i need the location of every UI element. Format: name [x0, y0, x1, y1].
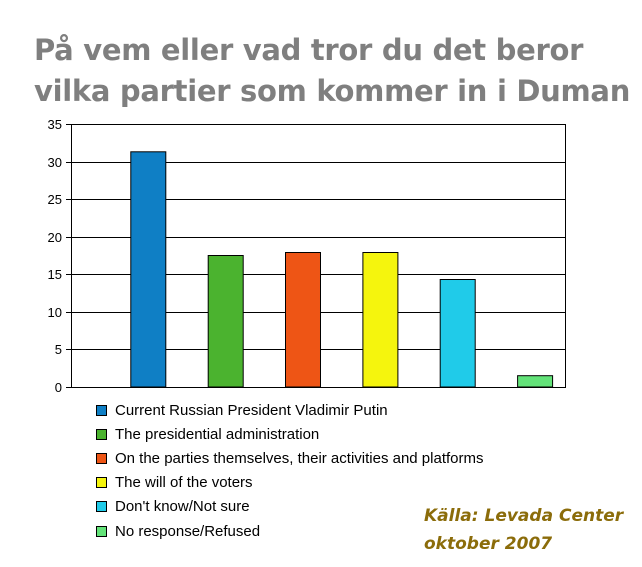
legend-label: Current Russian President Vladimir Putin: [115, 401, 388, 419]
legend-swatch: [96, 404, 107, 416]
legend-label: The will of the voters: [115, 474, 253, 492]
y-tick-label: 10: [48, 305, 62, 320]
y-tick-label: 0: [55, 380, 62, 395]
chart-legend: Current Russian President Vladimir Putin…: [96, 398, 484, 543]
legend-swatch: [96, 428, 107, 440]
y-tick-label: 30: [48, 155, 62, 170]
legend-label: Don't know/Not sure: [115, 498, 250, 516]
legend-item: Current Russian President Vladimir Putin: [96, 398, 484, 422]
legend-swatch: [96, 525, 107, 537]
y-tick-label: 15: [48, 267, 62, 282]
y-tick-label: 25: [48, 192, 62, 207]
source-note: Källa: Levada Center oktober 2007: [424, 502, 623, 558]
legend-label: No response/Refused: [115, 522, 261, 540]
y-tick-label: 5: [55, 342, 62, 357]
legend-swatch: [96, 477, 107, 489]
chart-title-line-2: vilka partier som kommer in i Duman: [34, 74, 631, 108]
legend-label: On the parties themselves, their activit…: [115, 449, 484, 467]
chart-title-line-1: På vem eller vad tror du det beror: [34, 33, 584, 67]
source-line-2: oktober 2007: [424, 534, 553, 554]
legend-item: The will of the voters: [96, 471, 484, 495]
legend-item: On the parties themselves, their activit…: [96, 446, 484, 470]
legend-label: The presidential administration: [115, 425, 320, 443]
bar: [130, 151, 167, 388]
source-line-1: Källa: Levada Center: [424, 506, 624, 526]
bar: [439, 279, 476, 388]
y-tick-label: 20: [48, 230, 62, 245]
chart-title: På vem eller vad tror du det beror vilka…: [34, 30, 634, 112]
legend-item: No response/Refused: [96, 519, 484, 543]
bar: [362, 252, 399, 388]
legend-swatch: [96, 452, 107, 464]
legend-swatch: [96, 501, 107, 513]
legend-item: Don't know/Not sure: [96, 495, 484, 519]
legend-item: The presidential administration: [96, 422, 484, 446]
bar: [207, 255, 244, 388]
bar-chart: 0 5 10 15 20 25 30 35: [48, 117, 566, 395]
bar: [285, 252, 321, 388]
bar: [517, 375, 554, 388]
y-tick-label: 35: [48, 117, 62, 132]
